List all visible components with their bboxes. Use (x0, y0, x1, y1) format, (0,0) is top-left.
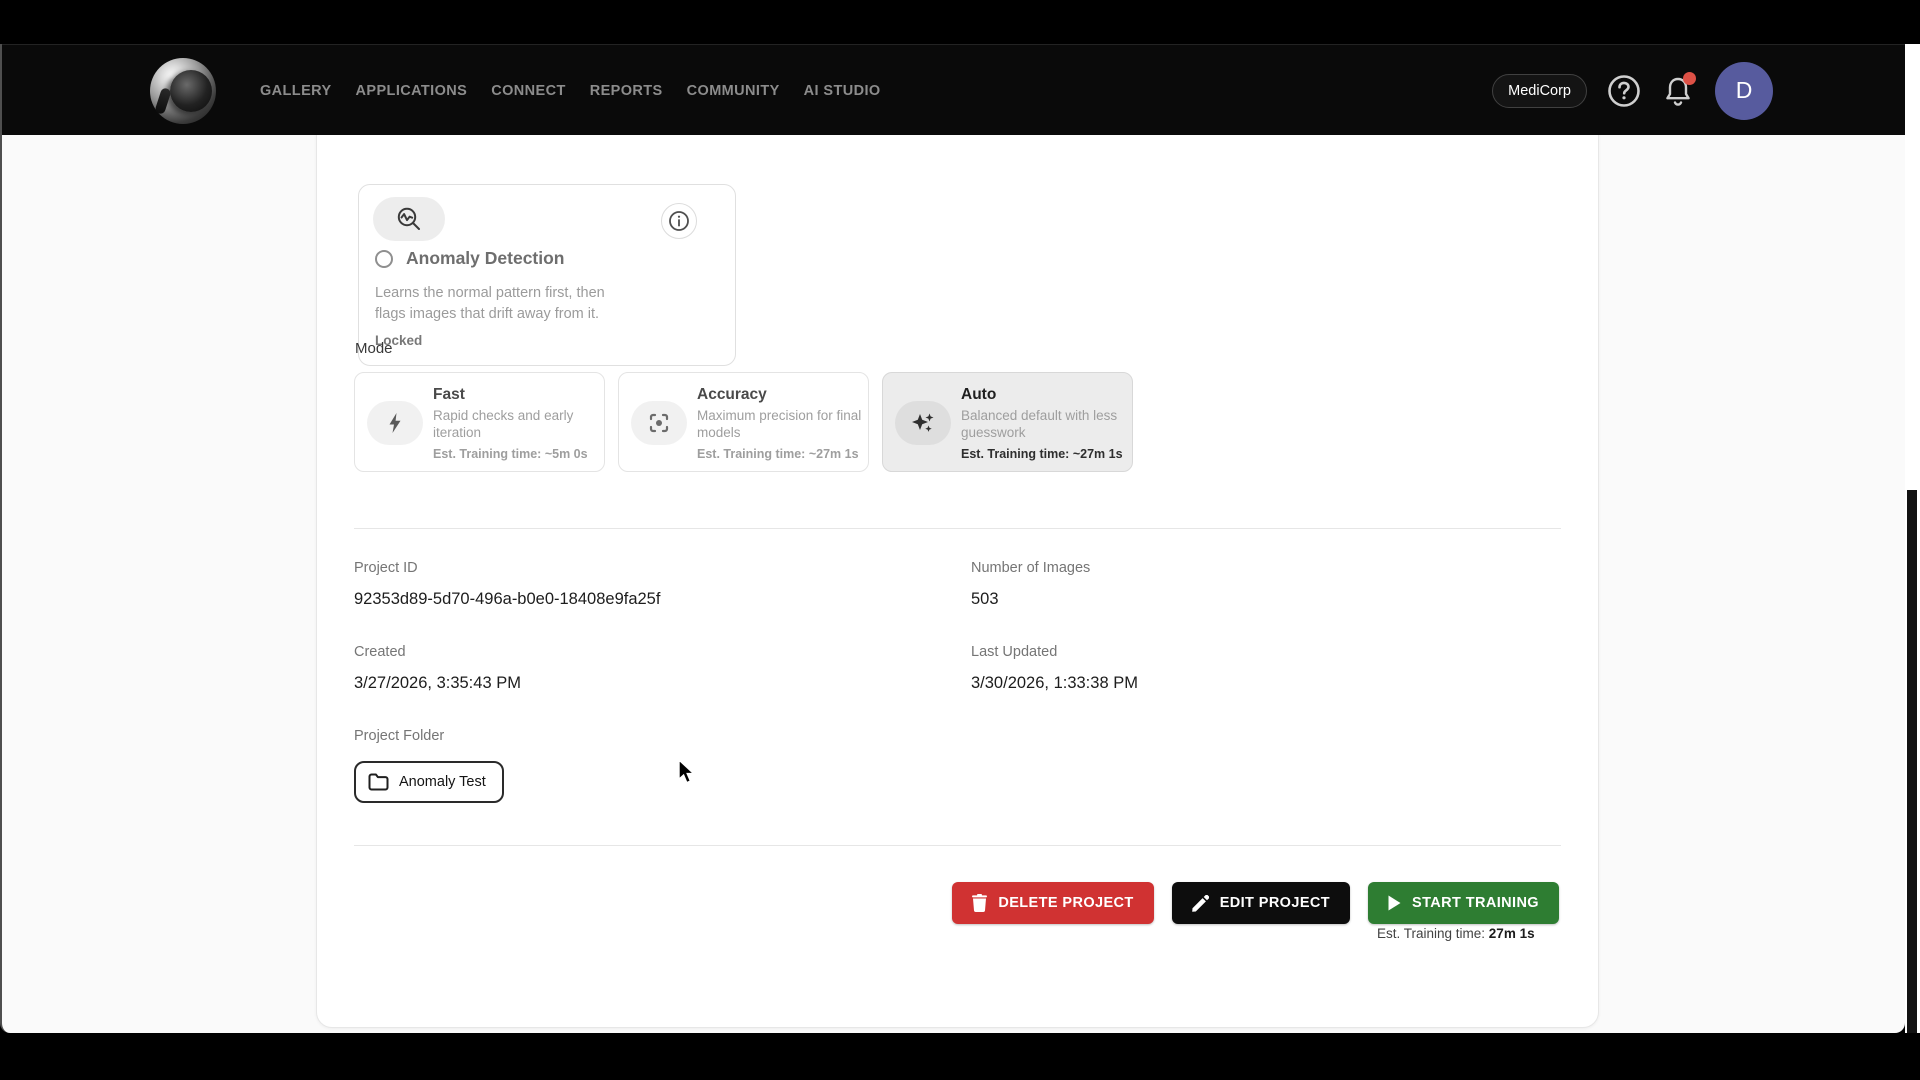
mode-option-accuracy[interactable]: Accuracy Maximum precision for final mod… (618, 372, 869, 472)
pencil-icon (1192, 895, 1209, 912)
trash-icon (972, 894, 987, 912)
project-id-value: 92353d89-5d70-496a-b0e0-18408e9fa25f (354, 590, 660, 609)
bottom-letterbox-bar (0, 1033, 1920, 1080)
mode-section-label: Mode (355, 340, 393, 357)
mode-options-row: Fast Rapid checks and early iteration Es… (354, 372, 1133, 472)
nav-item-community[interactable]: COMMUNITY (687, 83, 780, 99)
nav-item-ai-studio[interactable]: AI STUDIO (804, 83, 881, 99)
brand-logo[interactable] (150, 58, 216, 124)
divider (354, 845, 1561, 846)
created-value: 3/27/2026, 3:35:43 PM (354, 674, 521, 693)
screen: GALLERY APPLICATIONS CONNECT REPORTS COM… (0, 0, 1920, 1080)
top-navbar: GALLERY APPLICATIONS CONNECT REPORTS COM… (2, 44, 1905, 135)
num-images-label: Number of Images (971, 560, 1090, 576)
num-images-value: 503 (971, 590, 999, 609)
sparkles-icon (895, 401, 951, 445)
delete-project-button[interactable]: DELETE PROJECT (952, 882, 1153, 924)
action-button-row: DELETE PROJECT EDIT PROJECT START T (952, 882, 1559, 924)
content-area: Anomaly Detection Learns the normal patt… (2, 135, 1905, 1033)
nav-item-reports[interactable]: REPORTS (590, 83, 663, 99)
mode-est-time: Est. Training time: ~27m 1s (697, 447, 867, 461)
top-letterbox-bar (0, 0, 1920, 44)
mouse-cursor (678, 759, 697, 786)
created-label: Created (354, 644, 406, 660)
project-folder-name: Anomaly Test (399, 774, 486, 790)
notifications-bell-icon[interactable] (1661, 74, 1695, 108)
mode-title: Auto (961, 386, 1126, 404)
nav-item-applications[interactable]: APPLICATIONS (356, 83, 468, 99)
nav-right-cluster: MediCorp D (1492, 45, 1773, 136)
last-updated-label: Last Updated (971, 644, 1057, 660)
model-type-description: Learns the normal pattern first, then fl… (375, 283, 605, 325)
app-window: GALLERY APPLICATIONS CONNECT REPORTS COM… (0, 44, 1905, 1033)
page-scrollbar-thumb[interactable] (1907, 490, 1917, 1033)
project-id-label: Project ID (354, 560, 418, 576)
mode-description: Balanced default with less guesswork (961, 407, 1126, 441)
model-type-title: Anomaly Detection (406, 248, 565, 269)
mode-title: Fast (433, 386, 598, 404)
start-training-button[interactable]: START TRAINING (1368, 882, 1559, 924)
project-folder-label: Project Folder (354, 728, 444, 744)
info-icon[interactable] (661, 203, 697, 239)
help-icon[interactable] (1607, 74, 1641, 108)
bolt-icon (367, 401, 423, 445)
project-settings-panel: Anomaly Detection Learns the normal patt… (316, 95, 1599, 1028)
nav-item-connect[interactable]: CONNECT (491, 83, 566, 99)
user-avatar[interactable]: D (1715, 62, 1773, 120)
project-folder-chip[interactable]: Anomaly Test (354, 761, 504, 803)
folder-icon (368, 773, 389, 791)
play-icon (1388, 895, 1401, 911)
org-badge[interactable]: MediCorp (1492, 74, 1587, 108)
mode-description: Rapid checks and early iteration (433, 407, 598, 441)
mode-title: Accuracy (697, 386, 862, 404)
model-type-card-anomaly-detection[interactable]: Anomaly Detection Learns the normal patt… (358, 184, 736, 366)
est-training-time: Est. Training time: 27m 1s (1377, 926, 1535, 941)
page-scrollbar-track[interactable] (1905, 44, 1920, 1033)
last-updated-value: 3/30/2026, 1:33:38 PM (971, 674, 1138, 693)
mode-option-fast[interactable]: Fast Rapid checks and early iteration Es… (354, 372, 605, 472)
divider (354, 528, 1561, 529)
notification-dot (1683, 72, 1696, 85)
mode-est-time: Est. Training time: ~27m 1s (961, 447, 1131, 461)
mode-option-auto[interactable]: Auto Balanced default with less guesswor… (882, 372, 1133, 472)
mode-description: Maximum precision for final models (697, 407, 862, 441)
anomaly-search-icon (373, 197, 445, 241)
nav-menu: GALLERY APPLICATIONS CONNECT REPORTS COM… (260, 45, 881, 136)
nav-item-gallery[interactable]: GALLERY (260, 83, 332, 99)
edit-project-button[interactable]: EDIT PROJECT (1172, 882, 1350, 924)
model-type-radio[interactable] (375, 250, 393, 268)
focus-icon (631, 401, 687, 445)
mode-est-time: Est. Training time: ~5m 0s (433, 447, 603, 461)
